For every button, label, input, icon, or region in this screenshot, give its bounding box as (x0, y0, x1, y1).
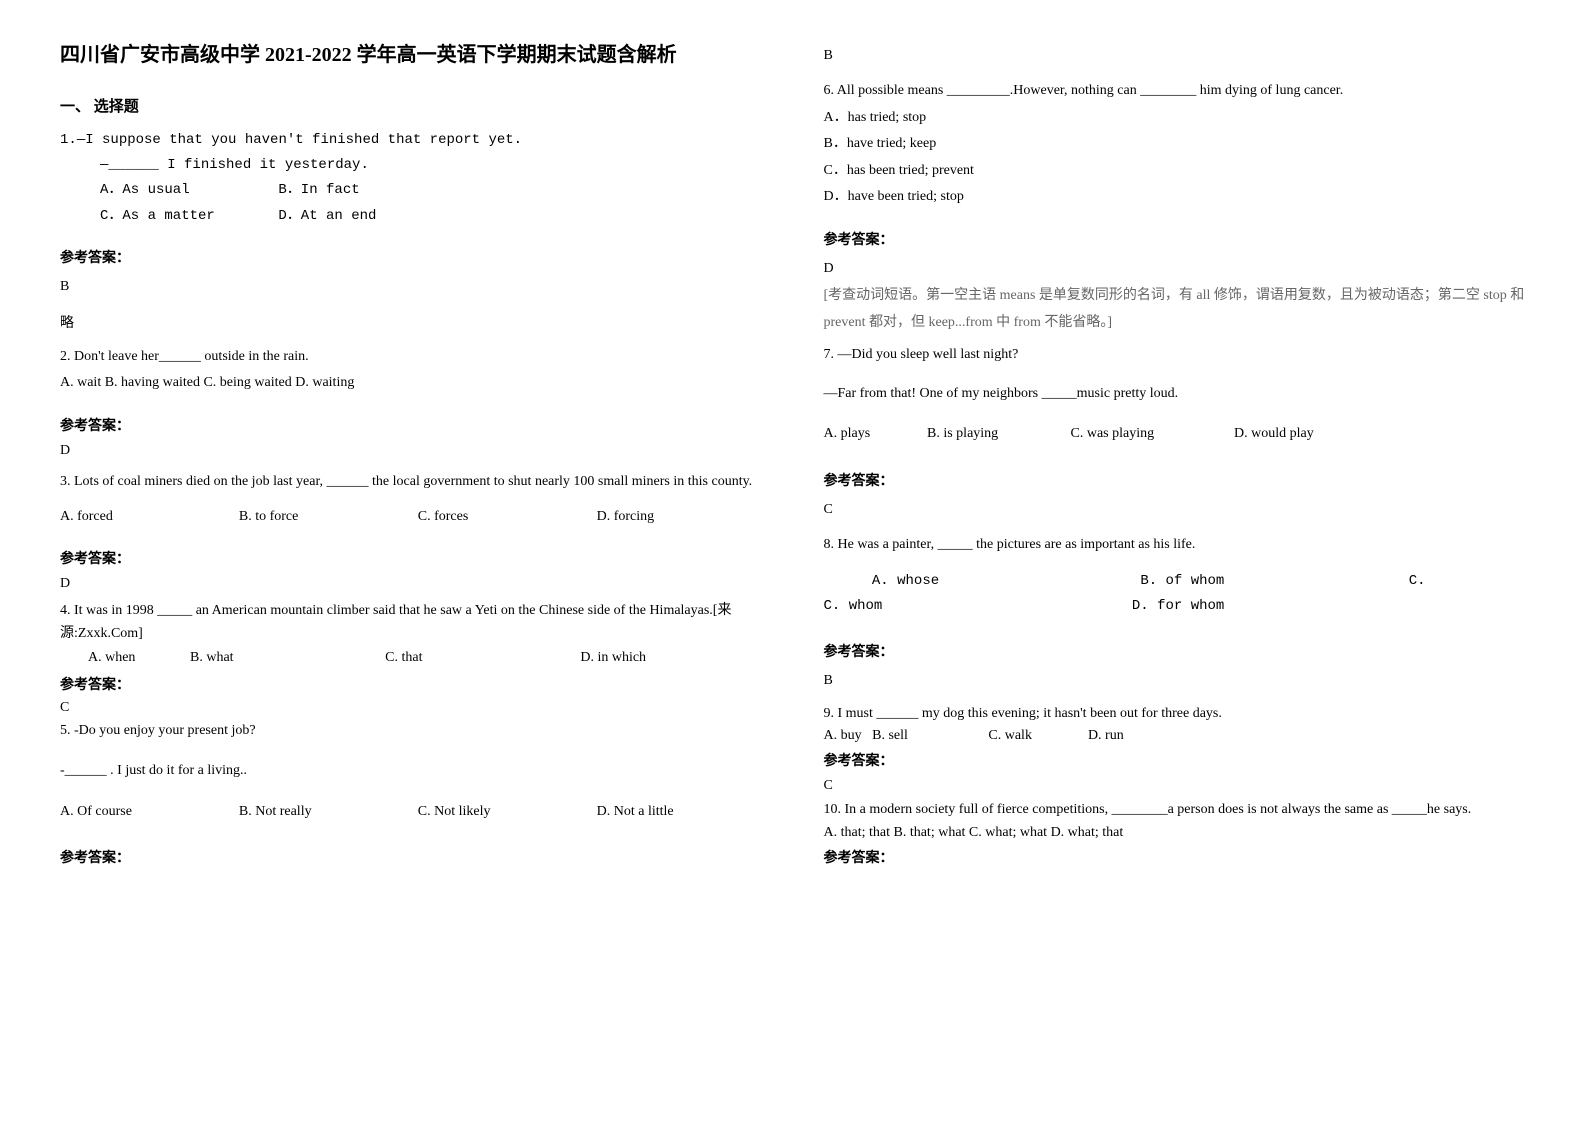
q5-answer: B (824, 48, 1528, 64)
q7-line1: 7. —Did you sleep well last night? (824, 342, 1528, 369)
q10-opts: A. that; that B. that; what C. what; wha… (824, 821, 1528, 845)
q1-answer-label: 参考答案： (60, 247, 764, 267)
q6-text: 6. All possible means _________.However,… (824, 78, 1528, 105)
q1-opts-ab: A．As usual B．In fact (100, 178, 764, 203)
q2-answer-label: 参考答案： (60, 415, 764, 435)
q9-text: 9. I must ______ my dog this evening; it… (824, 703, 1528, 725)
section-heading: 一、 选择题 (60, 95, 764, 116)
q4-answer: C (60, 700, 764, 716)
question-4: 4. It was in 1998 _____ an American moun… (60, 600, 764, 671)
question-6: 6. All possible means _________.However,… (824, 78, 1528, 211)
q4-answer-label: 参考答案： (60, 674, 764, 694)
q5-line2: -______ . I just do it for a living.. (60, 758, 764, 785)
q9-answer-label: 参考答案： (824, 750, 1528, 770)
q4-options: A. when B. what C. that D. in which (88, 645, 764, 672)
q8-opts-row1: A. whose B. of whom C. (824, 569, 1528, 594)
q1-answer: B (60, 279, 764, 295)
q6-optC: C．has been tried; prevent (824, 158, 1528, 185)
q9-opts: A. buy B. sell C. walk D. run (824, 725, 1528, 747)
q3-answer: D (60, 576, 764, 592)
q4-text: 4. It was in 1998 _____ an American moun… (60, 600, 764, 645)
q5-line1: 5. -Do you enjoy your present job? (60, 718, 764, 745)
question-2: 2. Don't leave her______ outside in the … (60, 344, 764, 397)
q6-note: [考查动词短语。第一空主语 means 是单复数同形的名词，有 all 修饰，谓… (824, 283, 1528, 336)
q6-optB: B．have tried; keep (824, 131, 1528, 158)
question-5: 5. -Do you enjoy your present job? -____… (60, 718, 764, 826)
q7-options: A. plays B. is playing C. was playing D.… (824, 421, 1528, 448)
question-8: 8. He was a painter, _____ the pictures … (824, 532, 1528, 619)
q5-options: A. Of course B. Not really C. Not likely… (60, 799, 764, 826)
q1-line2: —______ I finished it yesterday. (100, 153, 764, 178)
q2-answer: D (60, 443, 764, 459)
left-column: 四川省广安市高级中学 2021-2022 学年高一英语下学期期末试题含解析 一、… (60, 40, 764, 1082)
q3-answer-label: 参考答案： (60, 548, 764, 568)
q6-optA: A．has tried; stop (824, 105, 1528, 132)
q5-answer-label: 参考答案： (60, 847, 764, 867)
q7-answer: C (824, 502, 1528, 518)
question-9: 9. I must ______ my dog this evening; it… (824, 703, 1528, 748)
question-10: 10. In a modern society full of fierce c… (824, 798, 1528, 846)
q9-answer: C (824, 778, 1528, 794)
q7-line2: —Far from that! One of my neighbors ____… (824, 381, 1528, 408)
q1-opts-cd: C．As a matter D．At an end (100, 204, 764, 229)
q8-answer: B (824, 673, 1528, 689)
q8-text: 8. He was a painter, _____ the pictures … (824, 532, 1528, 559)
q3-text: 3. Lots of coal miners died on the job l… (60, 467, 764, 498)
q2-opts: A. wait B. having waited C. being waited… (60, 370, 764, 397)
q1-line1: 1.—I suppose that you haven't finished t… (60, 128, 764, 153)
q10-answer-label: 参考答案： (824, 847, 1528, 867)
q1-note: 略 (60, 312, 764, 332)
question-7: 7. —Did you sleep well last night? —Far … (824, 342, 1528, 448)
q6-answer: D (824, 261, 1528, 277)
q6-answer-label: 参考答案： (824, 229, 1528, 249)
right-column: B 6. All possible means _________.Howeve… (824, 40, 1528, 1082)
q2-text: 2. Don't leave her______ outside in the … (60, 344, 764, 371)
page-title: 四川省广安市高级中学 2021-2022 学年高一英语下学期期末试题含解析 (60, 40, 764, 70)
q6-optD: D．have been tried; stop (824, 184, 1528, 211)
question-3: 3. Lots of coal miners died on the job l… (60, 467, 764, 530)
question-1: 1.—I suppose that you haven't finished t… (60, 128, 764, 229)
q8-answer-label: 参考答案： (824, 641, 1528, 661)
q8-opts-row2: C. whom D. for whom (824, 594, 1528, 619)
q7-answer-label: 参考答案： (824, 470, 1528, 490)
q10-text: 10. In a modern society full of fierce c… (824, 798, 1528, 822)
q3-options: A. forced B. to force C. forces D. forci… (60, 504, 764, 531)
